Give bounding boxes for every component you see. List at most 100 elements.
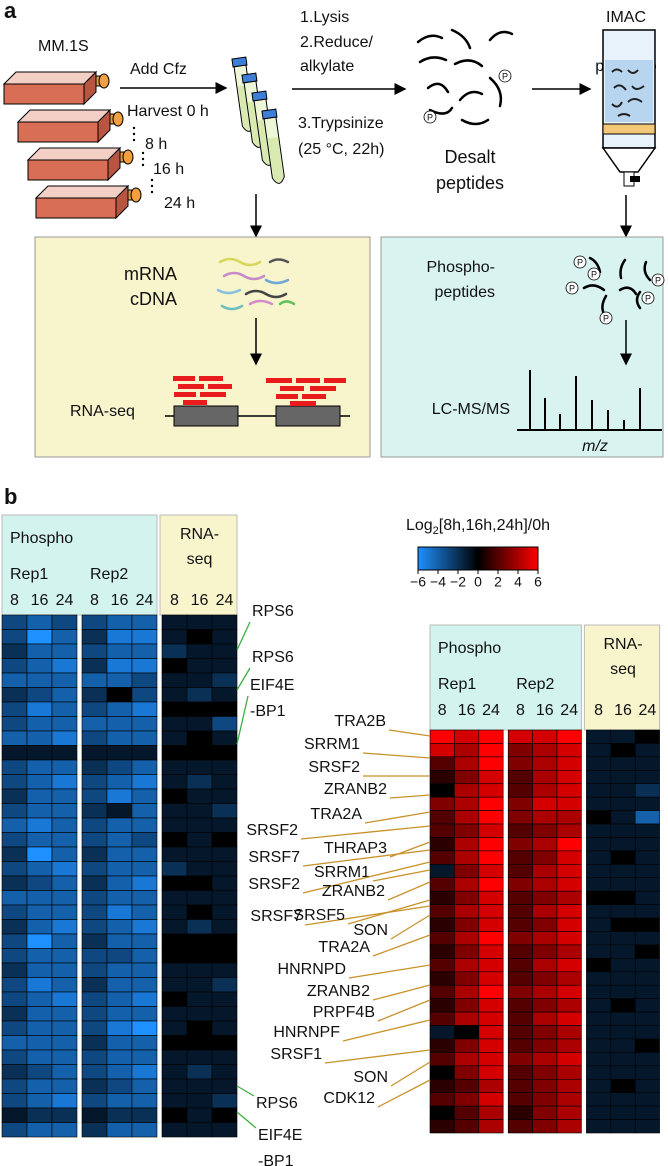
group-label: Phospho <box>438 640 501 657</box>
heatmap-cell <box>454 877 480 892</box>
step: 3.Trypsinize <box>298 115 384 132</box>
heatmap-cell <box>161 832 188 848</box>
gene-label: TRA2A <box>318 939 370 956</box>
colorbar-title: Log2[8h,16h,24h]/0h <box>406 517 550 537</box>
heatmap-cell <box>186 701 213 717</box>
heatmap-cell <box>81 672 108 688</box>
heatmap-cell <box>26 745 53 761</box>
heatmap-cell <box>556 769 582 785</box>
column-label: 8 <box>10 592 19 609</box>
heatmap-cell <box>610 1105 636 1120</box>
heatmap-cell <box>429 904 455 919</box>
heatmap-cell <box>1 1122 28 1138</box>
gene-label: HNRNPD <box>278 961 346 978</box>
heatmap-cell <box>211 1122 238 1138</box>
heatmap-cell <box>51 861 78 877</box>
phospho-label: P <box>577 257 583 267</box>
heatmap-cell <box>556 810 582 825</box>
phospho-site <box>565 281 579 295</box>
heatmap-cell <box>26 687 53 703</box>
heatmap-cell <box>106 629 133 645</box>
heatmap-cell <box>610 810 636 825</box>
colorbar-tick-label: 2 <box>494 574 502 590</box>
heatmap-cell <box>454 743 480 758</box>
heatmap-cell <box>106 774 133 790</box>
heatmap-cell <box>586 1092 612 1107</box>
heatmap-cell <box>1 1035 28 1051</box>
phospho-label: P <box>655 275 661 285</box>
leader-line <box>324 1049 431 1064</box>
heatmap-cell <box>610 1025 636 1040</box>
heatmap-cell <box>161 948 188 964</box>
heatmap-cell <box>131 948 158 964</box>
heatmap-cell <box>532 917 558 932</box>
heatmap-cell <box>429 984 455 999</box>
heatmap-cell <box>586 971 612 986</box>
heatmap-cell <box>454 1092 480 1107</box>
heatmap-cell <box>556 1038 582 1053</box>
gene-label: SRSF7 <box>248 849 300 866</box>
heatmap-cell <box>610 729 636 744</box>
heatmap-cell <box>26 1006 53 1022</box>
heatmap-cell <box>161 890 188 906</box>
heatmap-cell <box>51 919 78 935</box>
heatmap-cell <box>186 817 213 833</box>
gene-label: SON <box>353 1069 388 1086</box>
heatmap-cell <box>429 944 455 959</box>
heatmap-cell <box>211 1093 238 1109</box>
heatmap-cell <box>532 944 558 959</box>
heatmap-cell <box>26 701 53 717</box>
heatmap-cell <box>161 1049 188 1065</box>
heatmap-cell <box>556 783 582 798</box>
heatmap-cell <box>106 803 133 819</box>
heatmap-cell <box>634 1052 660 1067</box>
heatmap-cell <box>454 837 480 852</box>
heatmap-cell <box>610 783 636 798</box>
heatmap-cell <box>106 948 133 964</box>
heatmap-cell <box>586 998 612 1013</box>
heatmap-cell <box>586 931 612 946</box>
heatmap-cell <box>161 629 188 645</box>
phospho-label: P <box>645 293 651 303</box>
gene-label: HNRNPF <box>273 1024 340 1041</box>
heatmap-cell <box>454 890 480 905</box>
heatmap-cell <box>161 1035 188 1051</box>
column-label: 8 <box>438 702 447 719</box>
heatmap-cell <box>81 962 108 978</box>
heatmap-cell <box>106 933 133 949</box>
phospho-label: P <box>591 269 597 279</box>
heatmap-cell <box>211 803 238 819</box>
heatmap-cell <box>186 832 213 848</box>
heatmap-cell <box>51 1107 78 1123</box>
heatmap-cell <box>1 1049 28 1065</box>
rna-strands <box>216 257 296 311</box>
heatmap-cell <box>161 687 188 703</box>
heatmap-cell <box>131 1006 158 1022</box>
heatmap-cell <box>1 991 28 1007</box>
heatmap-cell <box>556 904 582 919</box>
heatmap-cell <box>429 850 455 865</box>
heatmap-cell <box>478 783 504 798</box>
heatmap-cell <box>556 796 582 811</box>
heatmap-cell <box>161 614 188 630</box>
heatmap-cell <box>634 1078 660 1094</box>
column-label: 24 <box>639 702 657 719</box>
heatmap-cell <box>51 745 78 761</box>
heatmap-cell <box>26 803 53 819</box>
heatmap-cell <box>186 904 213 920</box>
heatmap-cell <box>81 875 108 891</box>
heatmap-cell <box>454 971 480 986</box>
heatmap-cell <box>429 1038 455 1053</box>
heatmap-cell <box>186 672 213 688</box>
leader-line <box>390 1061 431 1087</box>
heatmap-cell <box>131 817 158 833</box>
heatmap-cell <box>186 1049 213 1065</box>
heatmap-cell <box>26 730 53 746</box>
heatmap-cell <box>51 701 78 717</box>
gene-label: RPS6 <box>252 649 294 666</box>
heatmap-cell <box>26 1107 53 1123</box>
heatmap-cell <box>131 1064 158 1080</box>
heatmap-cell <box>106 904 133 920</box>
heatmap-cell <box>610 971 636 986</box>
heatmap-cell <box>507 1078 533 1094</box>
